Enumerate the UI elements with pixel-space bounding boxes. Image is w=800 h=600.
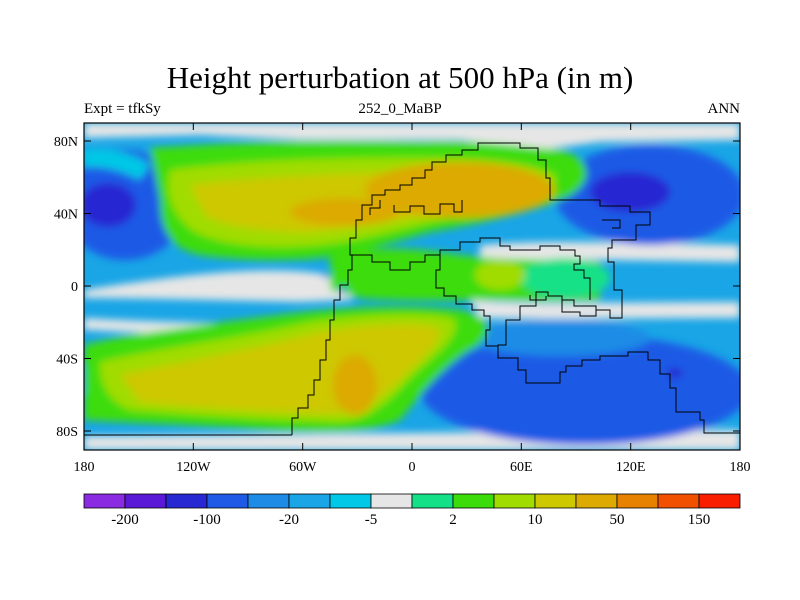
colorbar-swatch bbox=[575, 493, 618, 509]
y-axis-ticks bbox=[84, 140, 740, 432]
y-tick-label: 40N bbox=[54, 208, 78, 223]
x-axis-ticks bbox=[83, 123, 741, 450]
colorbar-swatch bbox=[247, 493, 290, 509]
y-tick-label: 80S bbox=[56, 425, 78, 440]
colorbar-swatch bbox=[329, 493, 372, 509]
plot-title: Height perturbation at 500 hPa (in m) bbox=[166, 60, 634, 95]
colorbar-labels: -200 -100 -20 -5 2 10 50 150 bbox=[111, 512, 710, 528]
colorbar-label: 150 bbox=[688, 512, 711, 528]
coastline-outline bbox=[84, 142, 740, 436]
colorbar-swatch bbox=[83, 493, 126, 509]
colorbar-label: 50 bbox=[610, 512, 625, 528]
season-label: ANN bbox=[707, 101, 741, 117]
colorbar-swatch bbox=[206, 493, 249, 509]
x-tick-label: 0 bbox=[409, 460, 416, 475]
time-slice-label: 252_0_MaBP bbox=[358, 101, 442, 117]
colorbar-swatch bbox=[616, 493, 659, 509]
y-tick-label: 40S bbox=[56, 353, 78, 368]
experiment-label: Expt = tfkSy bbox=[84, 101, 161, 117]
colorbar-label: -200 bbox=[111, 512, 139, 528]
colorbar-label: 10 bbox=[528, 512, 543, 528]
y-tick-label: 80N bbox=[54, 135, 78, 150]
colorbar-label: -20 bbox=[279, 512, 299, 528]
colorbar-swatch bbox=[411, 493, 454, 509]
x-tick-label: 60W bbox=[289, 460, 317, 475]
x-tick-label: 180 bbox=[730, 460, 751, 475]
colorbar-swatch bbox=[534, 493, 577, 509]
colorbar-swatch bbox=[124, 493, 167, 509]
x-tick-labels: 180 120W 60W 0 60E 120E 180 bbox=[74, 460, 751, 475]
contour-field bbox=[84, 123, 740, 450]
colorbar-label: 2 bbox=[449, 512, 457, 528]
colorbar-swatch bbox=[698, 493, 741, 509]
colorbar-swatch bbox=[370, 493, 413, 509]
x-tick-label: 60E bbox=[510, 460, 533, 475]
x-tick-label: 120E bbox=[616, 460, 646, 475]
y-tick-label: 0 bbox=[71, 280, 78, 295]
colorbar bbox=[83, 493, 741, 509]
colorbar-swatch bbox=[288, 493, 331, 509]
x-tick-label: 180 bbox=[74, 460, 95, 475]
colorbar-swatch bbox=[493, 493, 536, 509]
colorbar-swatch bbox=[452, 493, 495, 509]
colorbar-label: -100 bbox=[193, 512, 221, 528]
colorbar-swatch bbox=[165, 493, 208, 509]
x-tick-label: 120W bbox=[176, 460, 211, 475]
y-tick-labels: 80N 40N 0 40S 80S bbox=[54, 135, 78, 440]
colorbar-label: -5 bbox=[365, 512, 378, 528]
colorbar-swatch bbox=[657, 493, 700, 509]
